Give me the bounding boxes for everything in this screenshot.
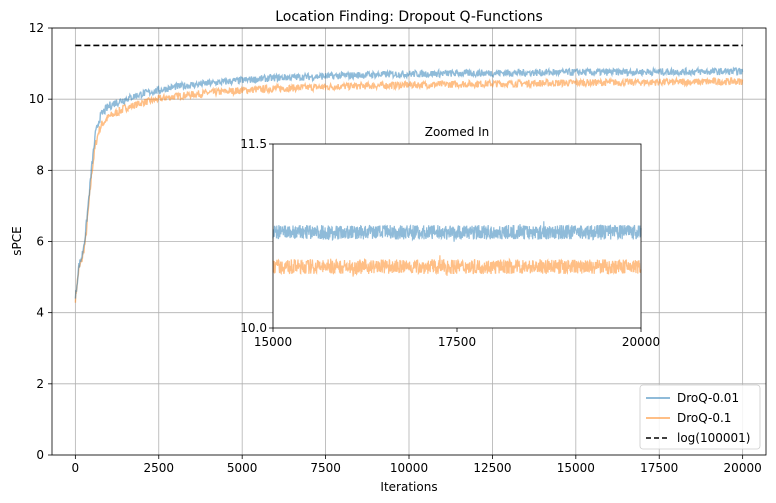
inset-x-tick-label: 20000: [622, 335, 660, 349]
x-tick-label: 20000: [724, 461, 762, 475]
inset-series-line-droq-001: [272, 221, 642, 242]
y-tick-label: 12: [29, 21, 44, 35]
inset-ticks: 15000 17500 20000 10.0 11.5: [240, 137, 660, 349]
ticks: 0 2500 5000 7500 10000 12500 15000 17500 20000 0 2…: [29, 21, 762, 475]
y-tick-label: 8: [36, 163, 44, 177]
inset-x-tick-label: 17500: [438, 335, 476, 349]
x-tick-label: 17500: [640, 461, 678, 475]
inset-series-line-droq-01: [272, 255, 642, 277]
series-line-droq-001: [74, 65, 744, 299]
series-line-droq-01: [74, 76, 744, 303]
chart-title: Location Finding: Dropout Q-Functions: [275, 9, 543, 25]
legend-label-log: log(100001): [677, 431, 750, 445]
y-tick-label: 0: [36, 448, 44, 462]
y-tick-label: 4: [36, 306, 44, 320]
series-layer: [74, 44, 744, 303]
y-tick-label: 6: [36, 235, 44, 249]
x-tick-label: 5000: [227, 461, 258, 475]
inset-y-tick-label: 10.0: [240, 321, 267, 335]
legend: DroQ-0.01 DroQ-0.1 log(100001): [639, 384, 761, 450]
inset-x-tick-label: 15000: [254, 335, 292, 349]
y-axis-title: sPCE: [10, 226, 24, 255]
x-tick-label: 15000: [557, 461, 595, 475]
inset-series: [272, 221, 642, 277]
y-tick-label: 2: [36, 377, 44, 391]
x-tick-label: 12500: [473, 461, 511, 475]
x-axis-title: Iterations: [380, 480, 437, 494]
y-tick-label: 10: [29, 92, 44, 106]
x-tick-label: 7500: [310, 461, 341, 475]
legend-label-droq-001: DroQ-0.01: [677, 391, 739, 405]
x-tick-label: 0: [72, 461, 80, 475]
legend-label-droq-01: DroQ-0.1: [677, 411, 731, 425]
inset-chart: 15000 17500 20000 10.0 11.5 Zoomed In: [240, 125, 660, 349]
inset-y-tick-label: 11.5: [240, 137, 267, 151]
x-tick-label: 10000: [390, 461, 428, 475]
x-tick-label: 2500: [143, 461, 174, 475]
legend-frame: [639, 384, 761, 450]
inset-title: Zoomed In: [425, 125, 490, 139]
